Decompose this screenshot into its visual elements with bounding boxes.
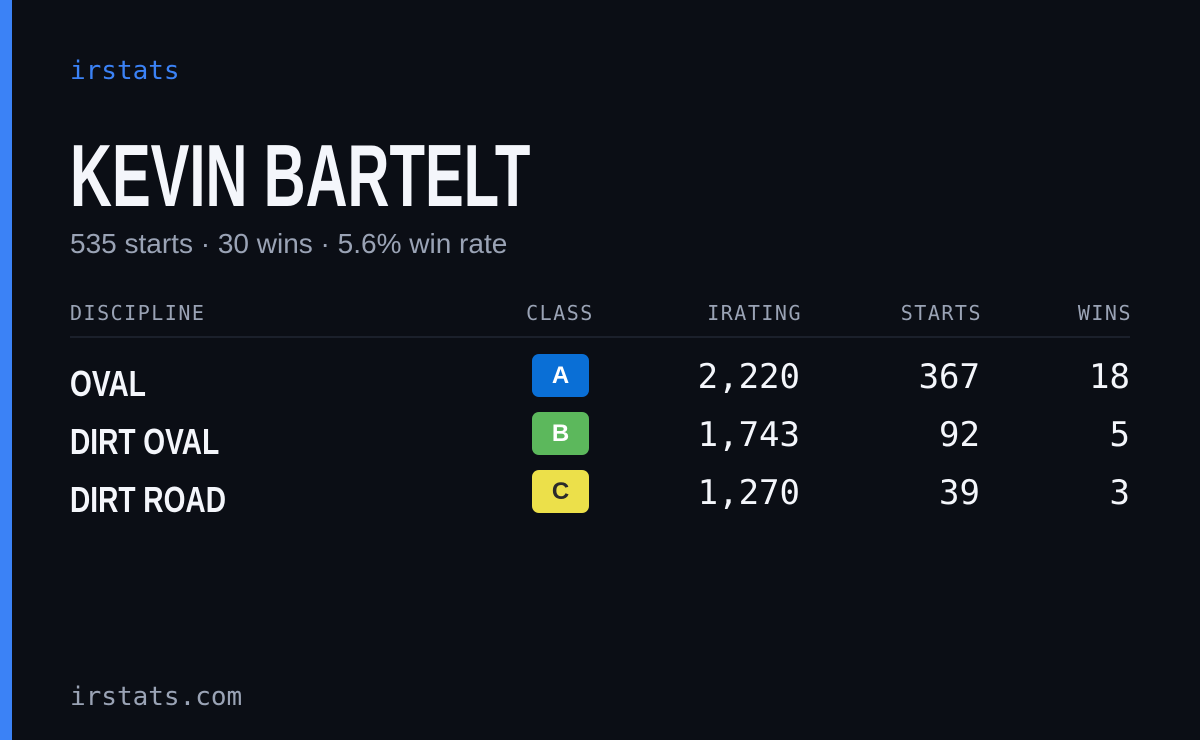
brand: irstats (70, 56, 180, 86)
accent-bar (0, 0, 12, 740)
starts: 367 (918, 357, 980, 397)
wins: 5 (1109, 415, 1130, 455)
irating: 1,270 (697, 473, 800, 513)
discipline: DIRT OVAL (70, 421, 220, 462)
starts: 92 (939, 415, 980, 455)
driver-name: KEVIN BARTELT (70, 126, 531, 225)
class-badge: B (532, 412, 589, 455)
starts: 39 (939, 473, 980, 513)
class-badge: A (532, 354, 589, 397)
column-header: IRATING (707, 301, 802, 325)
wins: 18 (1089, 357, 1130, 397)
header-rule (70, 336, 1130, 338)
wins: 3 (1109, 473, 1130, 513)
discipline: DIRT ROAD (70, 479, 226, 520)
column-header: WINS (1077, 301, 1132, 325)
column-header: STARTS (900, 301, 982, 325)
discipline: OVAL (70, 363, 146, 404)
irating: 1,743 (697, 415, 800, 455)
irating: 2,220 (697, 357, 800, 397)
column-header: DISCIPLINE (70, 301, 206, 325)
column-header: CLASS (526, 301, 594, 325)
driver-summary: 535 starts · 30 wins · 5.6% win rate (70, 228, 508, 259)
class-badge: C (532, 470, 589, 513)
footer-url: irstats.com (70, 682, 243, 712)
